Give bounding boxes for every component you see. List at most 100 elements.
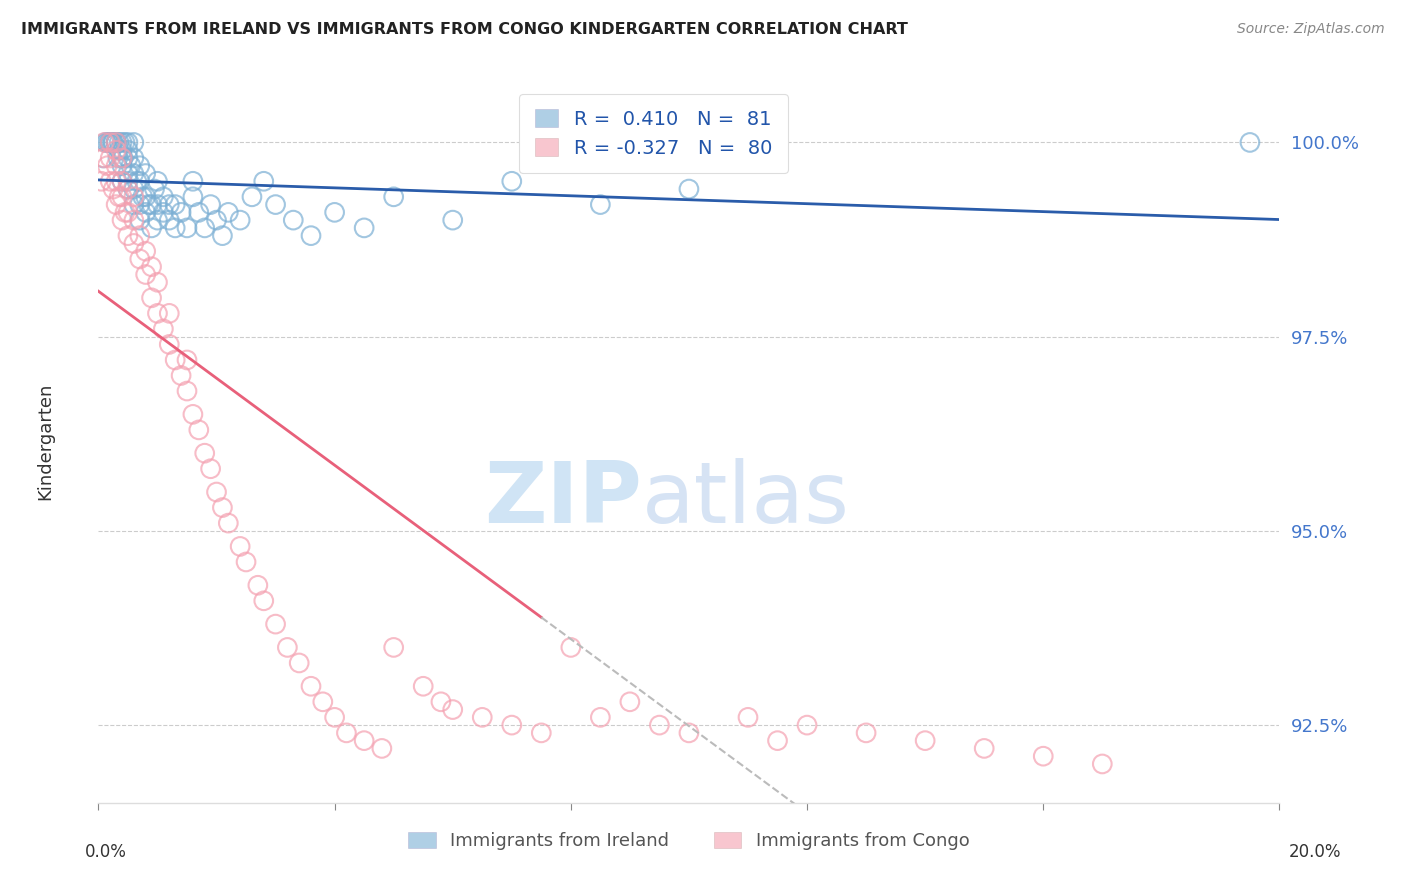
Point [141,197,163,211]
Point [111,143,134,157]
Point [152,205,174,219]
Point [217,205,239,219]
Point [211,228,233,243]
Point [111,174,134,188]
Point [135,190,157,204]
Point [412,679,434,693]
Point [176,353,198,368]
Point [211,500,233,515]
Point [111,159,134,173]
Point [1032,749,1054,764]
Point [323,205,346,219]
Point [105,136,128,150]
Point [914,733,936,747]
Point [264,197,287,211]
Point [194,220,217,235]
Text: atlas: atlas [641,458,849,541]
Point [441,702,464,716]
Point [855,726,877,740]
Point [181,408,204,422]
Point [98,151,121,165]
Point [117,167,139,181]
Point [117,143,139,157]
Point [165,353,187,368]
Point [176,220,198,235]
Point [766,733,789,747]
Point [205,485,228,500]
Point [135,244,157,259]
Point [560,640,582,655]
Point [105,136,128,150]
Point [253,594,276,608]
Point [105,136,128,150]
Point [146,197,169,211]
Point [111,136,134,150]
Point [122,236,145,251]
Point [1239,136,1261,150]
Point [108,190,131,204]
Point [335,726,357,740]
Point [283,213,305,227]
Point [103,136,125,150]
Point [135,268,157,282]
Point [94,136,117,150]
Point [111,151,134,165]
Point [103,136,125,150]
Point [96,136,118,150]
Point [796,718,818,732]
Point [128,174,150,188]
Text: IMMIGRANTS FROM IRELAND VS IMMIGRANTS FROM CONGO KINDERGARTEN CORRELATION CHART: IMMIGRANTS FROM IRELAND VS IMMIGRANTS FR… [21,22,908,37]
Point [103,182,125,196]
Point [114,136,136,150]
Point [205,213,228,227]
Point [235,555,257,569]
Point [678,182,700,196]
Point [98,136,121,150]
Point [648,718,671,732]
Point [98,136,121,150]
Point [122,167,145,181]
Point [382,640,405,655]
Point [1091,756,1114,771]
Point [105,197,128,211]
Legend: Immigrants from Ireland, Immigrants from Congo: Immigrants from Ireland, Immigrants from… [399,822,979,859]
Point [141,220,163,235]
Point [441,213,464,227]
Point [141,260,163,274]
Text: Source: ZipAtlas.com: Source: ZipAtlas.com [1237,22,1385,37]
Point [288,656,311,670]
Point [122,136,145,150]
Point [117,182,139,196]
Point [973,741,995,756]
Point [187,205,209,219]
Point [90,174,112,188]
Point [141,291,163,305]
Point [229,540,252,554]
Point [112,151,135,165]
Point [122,213,145,227]
Point [125,174,148,188]
Point [135,167,157,181]
Point [170,205,193,219]
Point [176,384,198,398]
Point [132,190,155,204]
Point [122,190,145,204]
Point [98,174,121,188]
Point [299,679,322,693]
Point [98,136,121,150]
Point [276,640,298,655]
Point [353,220,375,235]
Point [128,228,150,243]
Point [217,516,239,530]
Point [108,136,131,150]
Point [93,151,115,165]
Point [128,159,150,173]
Point [108,143,131,157]
Point [105,136,128,150]
Point [117,182,139,196]
Point [135,205,157,219]
Point [146,174,169,188]
Point [501,718,523,732]
Point [122,151,145,165]
Point [117,205,139,219]
